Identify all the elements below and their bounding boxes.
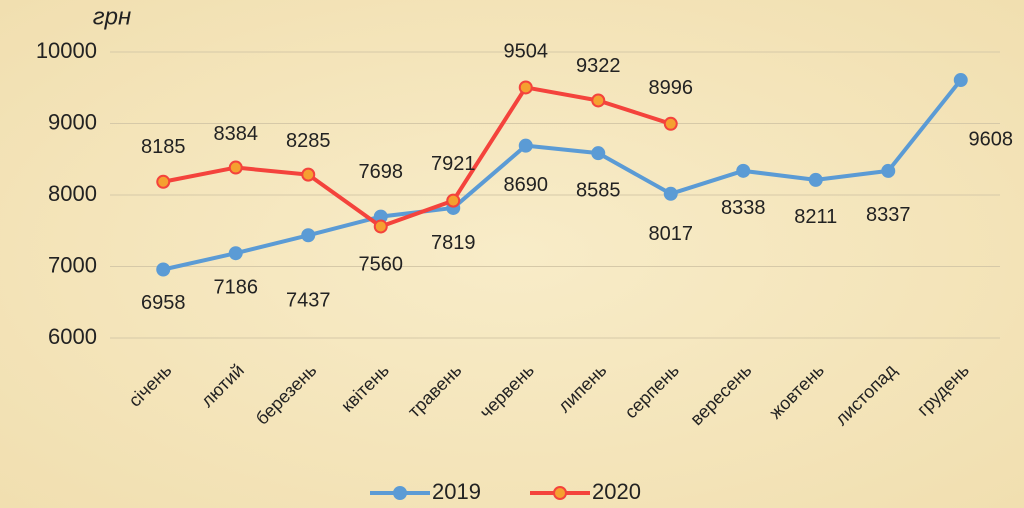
data-label: 8337 — [866, 204, 911, 226]
marker — [156, 262, 171, 277]
legend-marker — [553, 486, 567, 500]
data-label: 8996 — [649, 77, 694, 99]
data-label: 8017 — [649, 223, 694, 245]
data-label: 8585 — [576, 179, 621, 201]
marker — [301, 167, 316, 182]
data-label: 8690 — [504, 174, 549, 196]
series-line — [162, 78, 963, 272]
y-tick-label: 10000 — [36, 38, 97, 63]
y-tick-label: 8000 — [48, 181, 97, 206]
marker — [228, 160, 243, 175]
marker — [881, 163, 896, 178]
data-label: 8338 — [721, 197, 766, 219]
y-axis-label: грн — [93, 3, 131, 30]
data-label: 9504 — [504, 41, 549, 63]
marker — [156, 174, 171, 189]
marker — [518, 80, 533, 95]
marker — [953, 73, 968, 88]
data-label: 7437 — [286, 290, 331, 312]
data-label: 7186 — [214, 276, 259, 298]
marker — [663, 186, 678, 201]
marker — [808, 172, 823, 187]
data-label: 8185 — [141, 136, 186, 158]
y-tick-label: 9000 — [48, 109, 97, 134]
y-tick-label: 6000 — [48, 324, 97, 349]
data-label: 9608 — [969, 128, 1014, 150]
marker — [591, 93, 606, 108]
marker — [301, 228, 316, 243]
data-label: 8211 — [794, 206, 837, 228]
marker — [591, 146, 606, 161]
marker — [518, 138, 533, 153]
legend-marker — [393, 486, 407, 500]
marker — [373, 219, 388, 234]
marker — [663, 116, 678, 131]
data-label: 7560 — [359, 254, 404, 276]
data-label: 7698 — [359, 161, 404, 183]
data-label: 8384 — [214, 123, 259, 145]
data-label: 6958 — [141, 292, 186, 314]
data-label: 8285 — [286, 130, 331, 152]
marker — [446, 193, 461, 208]
data-label: 7921 — [431, 153, 476, 175]
legend-label: 2019 — [432, 479, 481, 504]
y-tick-label: 7000 — [48, 252, 97, 277]
data-label: 9322 — [576, 55, 621, 77]
marker — [228, 246, 243, 261]
data-label: 7819 — [431, 232, 476, 254]
marker — [736, 163, 751, 178]
legend-label: 2020 — [592, 479, 641, 504]
series-line — [162, 85, 672, 229]
